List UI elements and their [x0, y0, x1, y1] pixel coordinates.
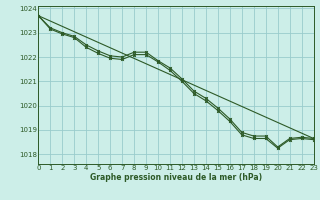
X-axis label: Graphe pression niveau de la mer (hPa): Graphe pression niveau de la mer (hPa): [90, 173, 262, 182]
